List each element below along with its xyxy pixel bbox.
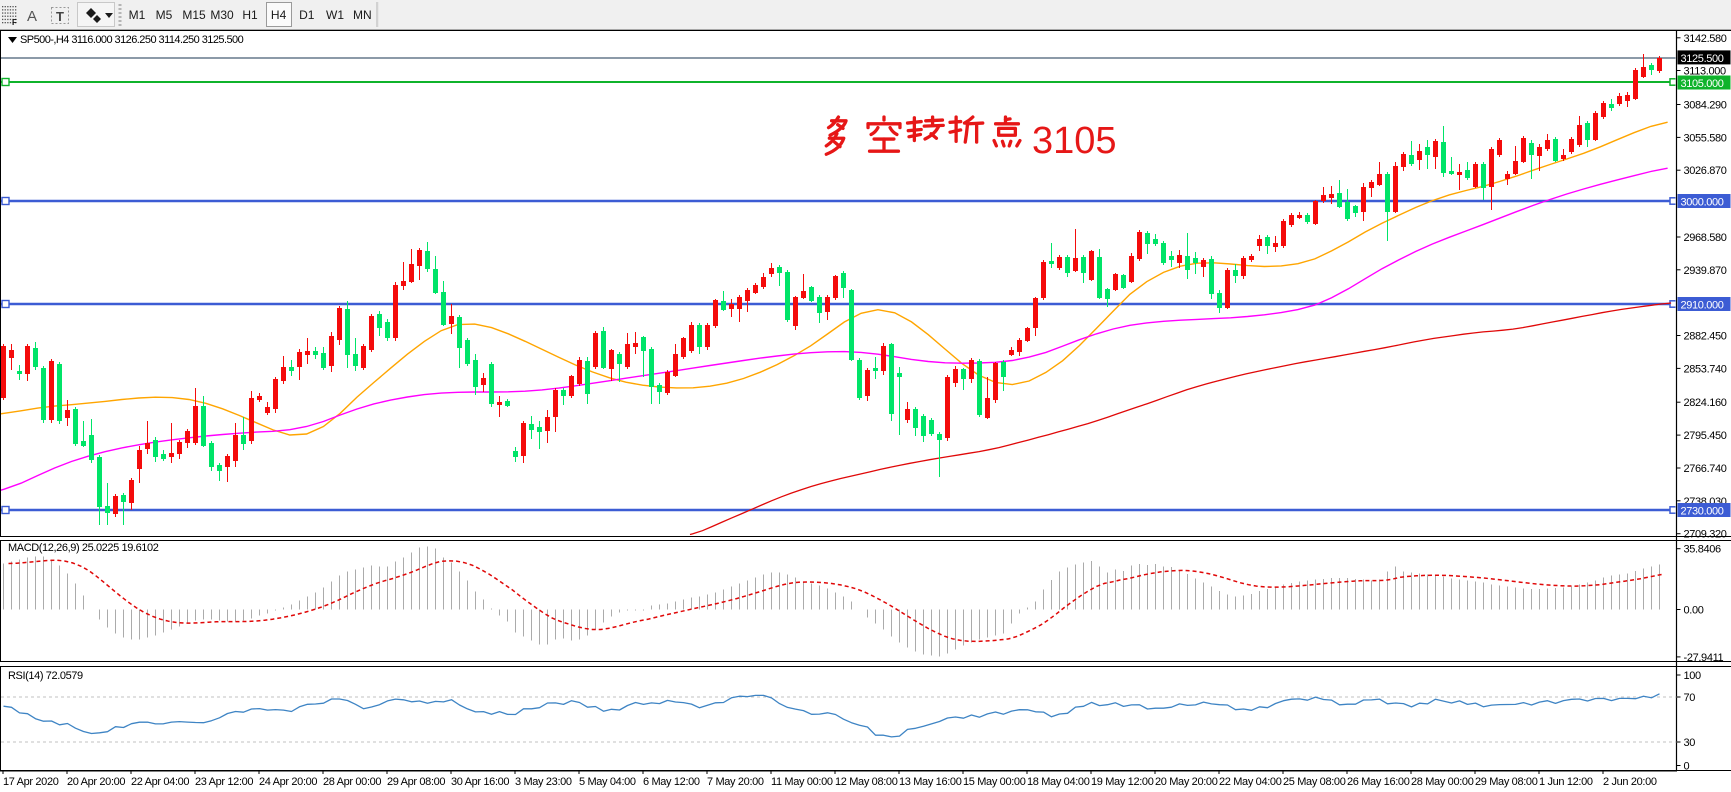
svg-text:22 May 04:00: 22 May 04:00 [1219, 776, 1282, 788]
svg-text:SP500-,H4 3116.000 3126.250 3: SP500-,H4 3116.000 3126.250 3114.250 312… [20, 34, 244, 46]
svg-text:23 Apr 12:00: 23 Apr 12:00 [195, 776, 253, 788]
svg-text:2853.740: 2853.740 [1684, 363, 1727, 375]
svg-text:T: T [56, 9, 64, 24]
svg-text:MACD(12,26,9) 25.0225 19.6102: MACD(12,26,9) 25.0225 19.6102 [8, 542, 159, 554]
svg-text:2910.000: 2910.000 [1681, 300, 1724, 312]
svg-text:11 May 00:00: 11 May 00:00 [771, 776, 833, 788]
svg-text:3113.000: 3113.000 [1684, 66, 1726, 78]
svg-text:0: 0 [1684, 761, 1690, 773]
svg-text:H1: H1 [242, 8, 258, 22]
svg-text:6 May 12:00: 6 May 12:00 [643, 776, 700, 788]
svg-text:70: 70 [1684, 692, 1696, 704]
svg-text:M30: M30 [210, 8, 234, 22]
svg-text:-27.9411: -27.9411 [1684, 652, 1724, 664]
svg-text:M5: M5 [156, 8, 173, 22]
svg-text:15 May 00:00: 15 May 00:00 [963, 776, 1026, 788]
svg-text:M1: M1 [129, 8, 146, 22]
svg-text:2795.450: 2795.450 [1684, 430, 1727, 442]
svg-text:D1: D1 [299, 8, 315, 22]
svg-text:1 Jun 12:00: 1 Jun 12:00 [1539, 776, 1593, 788]
svg-text:3 May 23:00: 3 May 23:00 [515, 776, 572, 788]
svg-text:2968.580: 2968.580 [1684, 232, 1727, 244]
svg-text:5 May 04:00: 5 May 04:00 [579, 776, 636, 788]
svg-text:3125.500: 3125.500 [1681, 53, 1724, 65]
svg-text:F: F [12, 18, 17, 27]
svg-text:22 Apr 04:00: 22 Apr 04:00 [131, 776, 189, 788]
svg-text:2 Jun 20:00: 2 Jun 20:00 [1603, 776, 1657, 788]
svg-text:H4: H4 [271, 8, 287, 22]
svg-text:3105.000: 3105.000 [1681, 78, 1724, 90]
svg-text:20 Apr 20:00: 20 Apr 20:00 [67, 776, 125, 788]
svg-text:25 May 08:00: 25 May 08:00 [1283, 776, 1346, 788]
svg-text:2709.320: 2709.320 [1684, 529, 1727, 541]
svg-text:13 May 16:00: 13 May 16:00 [899, 776, 962, 788]
svg-text:7 May 20:00: 7 May 20:00 [707, 776, 764, 788]
svg-text:19 May 12:00: 19 May 12:00 [1091, 776, 1154, 788]
svg-text:RSI(14) 72.0579: RSI(14) 72.0579 [8, 670, 83, 682]
svg-text:A: A [27, 8, 37, 25]
svg-text:28 May 00:00: 28 May 00:00 [1411, 776, 1474, 788]
svg-text:18 May 04:00: 18 May 04:00 [1027, 776, 1090, 788]
svg-text:2766.740: 2766.740 [1684, 463, 1727, 475]
svg-text:29 Apr 08:00: 29 Apr 08:00 [387, 776, 445, 788]
svg-text:26 May 16:00: 26 May 16:00 [1347, 776, 1410, 788]
svg-text:12 May 08:00: 12 May 08:00 [835, 776, 898, 788]
svg-text:2939.870: 2939.870 [1684, 265, 1727, 277]
svg-text:2882.450: 2882.450 [1684, 331, 1727, 343]
svg-text:17 Apr 2020: 17 Apr 2020 [3, 776, 59, 788]
svg-text:30 Apr 16:00: 30 Apr 16:00 [451, 776, 509, 788]
svg-text:MN: MN [353, 8, 372, 22]
svg-text:3142.580: 3142.580 [1684, 33, 1727, 45]
svg-text:W1: W1 [326, 8, 344, 22]
svg-text:35.8406: 35.8406 [1684, 544, 1722, 556]
svg-text:2730.000: 2730.000 [1681, 506, 1724, 518]
svg-text:28 Apr 00:00: 28 Apr 00:00 [323, 776, 381, 788]
svg-text:3084.290: 3084.290 [1684, 100, 1727, 112]
svg-text:30: 30 [1684, 737, 1696, 749]
svg-text:M15: M15 [182, 8, 206, 22]
svg-text:3105: 3105 [1032, 120, 1117, 162]
svg-text:3026.870: 3026.870 [1684, 165, 1727, 177]
svg-text:3000.000: 3000.000 [1681, 197, 1724, 209]
svg-text:3055.580: 3055.580 [1684, 132, 1727, 144]
svg-text:0.00: 0.00 [1684, 605, 1704, 617]
svg-text:20 May 20:00: 20 May 20:00 [1155, 776, 1218, 788]
svg-text:2824.160: 2824.160 [1684, 397, 1727, 409]
svg-text:24 Apr 20:00: 24 Apr 20:00 [259, 776, 317, 788]
svg-text:29 May 08:00: 29 May 08:00 [1475, 776, 1538, 788]
svg-text:100: 100 [1684, 670, 1702, 682]
